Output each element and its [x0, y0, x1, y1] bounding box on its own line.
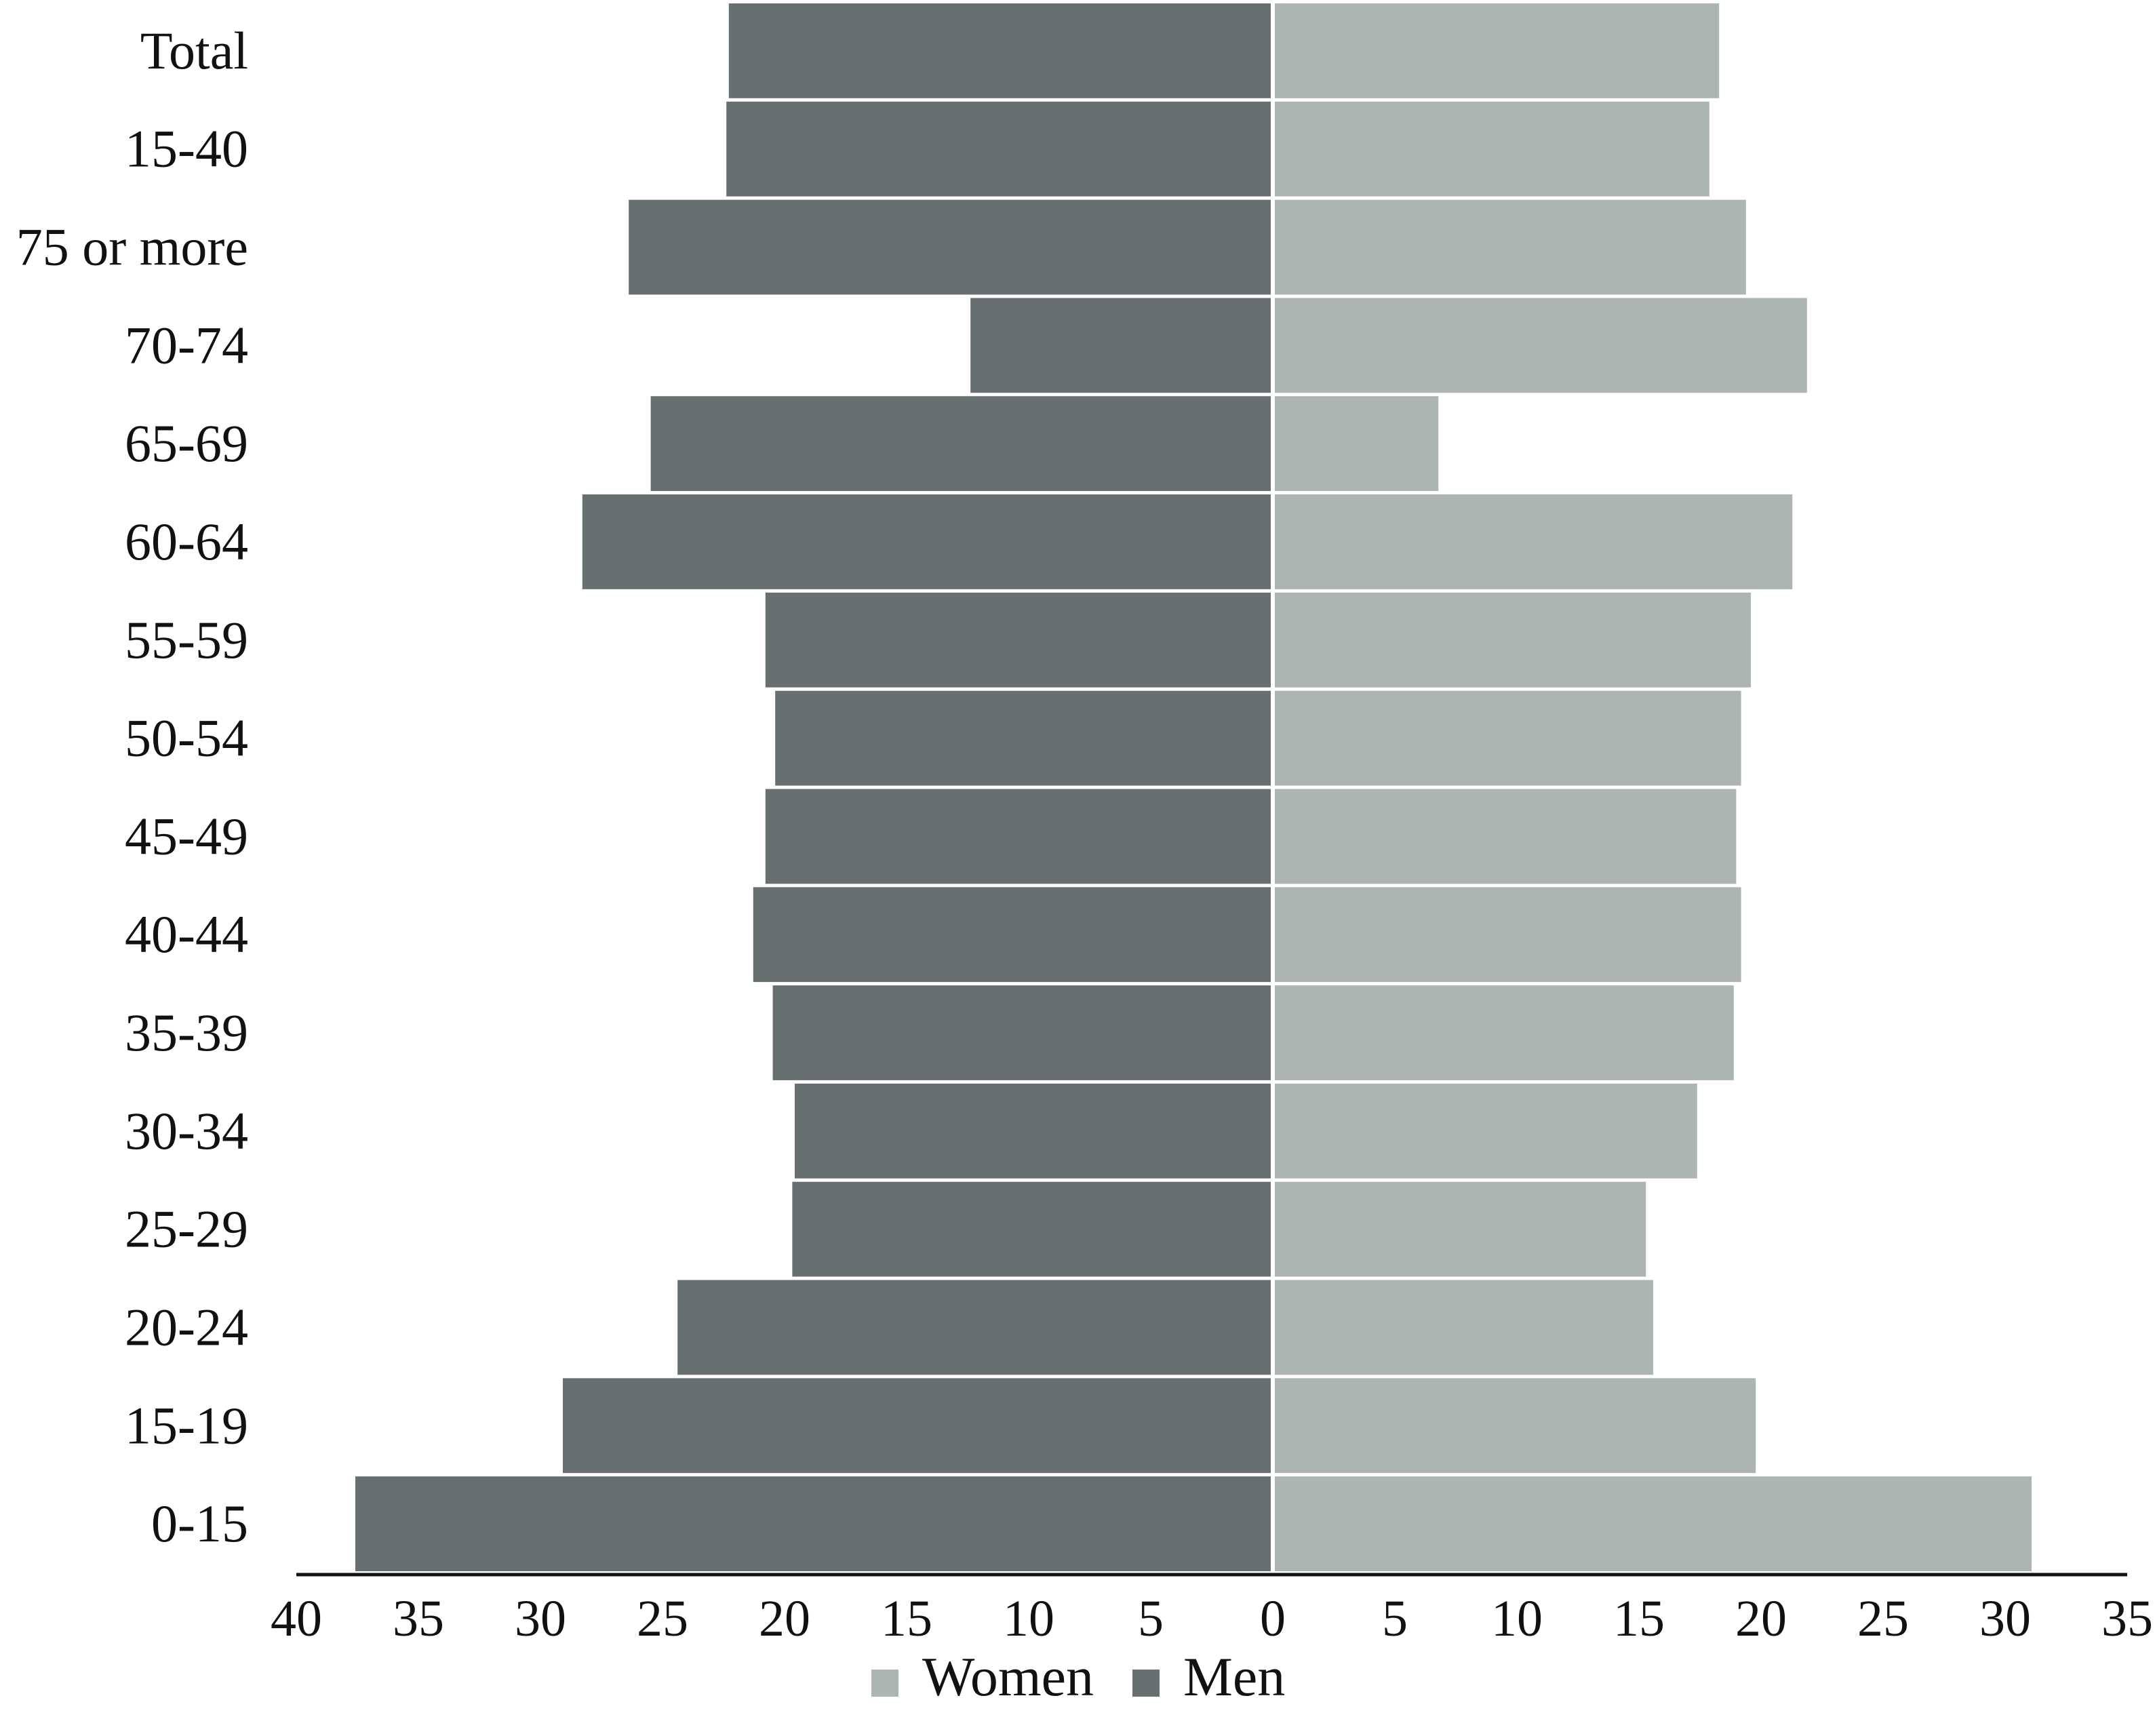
x-tick-label-right: 0 [1260, 1590, 1286, 1647]
category-label: 15-19 [125, 1396, 248, 1455]
x-axis: 40 35 30 25 20 15 10 5 0 5 10 15 20 25 30 35 [271, 1573, 2153, 1647]
x-tick-label-left: 30 [515, 1590, 566, 1647]
bar-women-40-44 [1275, 887, 1741, 983]
category-label: 55-59 [125, 610, 248, 669]
bar-men-Total [728, 3, 1271, 98]
category-label: 25-29 [125, 1200, 248, 1259]
x-tick-label-right: 20 [1735, 1590, 1787, 1647]
bar-women-15-19 [1275, 1378, 1756, 1474]
bar-men-75-or-more [629, 199, 1271, 295]
x-tick-label-left: 10 [1003, 1590, 1054, 1647]
bar-women-15-40 [1275, 101, 1709, 197]
bar-men-55-59 [765, 592, 1271, 688]
bar-men-25-29 [792, 1181, 1271, 1277]
x-tick-label-right: 35 [2101, 1590, 2153, 1647]
category-label: 30-34 [125, 1101, 248, 1160]
bar-women-35-39 [1275, 985, 1734, 1080]
bar-women-25-29 [1275, 1181, 1646, 1277]
category-label: 45-49 [125, 806, 248, 865]
category-label: 40-44 [125, 905, 248, 964]
legend-label-women: Women [922, 1646, 1094, 1708]
category-label: Total [140, 21, 248, 80]
bar-men-15-19 [563, 1378, 1271, 1474]
legend-swatch-women [871, 1670, 898, 1697]
x-tick-label-right: 30 [1979, 1590, 2031, 1647]
bar-women-30-34 [1275, 1083, 1697, 1179]
bars-layer [355, 3, 2032, 1571]
category-label: 60-64 [125, 512, 248, 571]
category-labels: Total 15-40 75 or more 70-74 65-69 60-64 55-59… [16, 21, 248, 1553]
x-tick-label-left: 5 [1138, 1590, 1164, 1647]
bar-women-60-64 [1275, 494, 1793, 589]
legend-swatch-men [1132, 1670, 1160, 1697]
x-tick-label-right: 10 [1491, 1590, 1543, 1647]
bar-women-Total [1275, 3, 1720, 98]
category-label: 50-54 [125, 709, 248, 768]
bar-men-40-44 [753, 887, 1271, 983]
bar-women-0-15 [1275, 1476, 2032, 1571]
bar-men-45-49 [765, 789, 1271, 884]
x-tick-label-left: 35 [393, 1590, 444, 1647]
bar-men-0-15 [355, 1476, 1271, 1571]
x-tick-label-right: 5 [1382, 1590, 1408, 1647]
category-label: 70-74 [125, 315, 248, 374]
category-label: 65-69 [125, 414, 248, 473]
bar-men-30-34 [795, 1083, 1271, 1179]
bar-women-20-24 [1275, 1280, 1653, 1375]
category-label: 15-40 [125, 119, 248, 178]
bar-men-15-40 [726, 101, 1271, 197]
category-label: 20-24 [125, 1297, 248, 1356]
bar-women-65-69 [1275, 396, 1439, 492]
x-tick-label-left: 15 [881, 1590, 932, 1647]
bar-women-50-54 [1275, 690, 1741, 786]
category-label: 75 or more [16, 218, 248, 277]
bar-men-20-24 [677, 1280, 1271, 1375]
legend: Women Men [871, 1646, 1285, 1708]
category-label: 0-15 [151, 1494, 248, 1553]
bar-women-70-74 [1275, 298, 1807, 393]
bar-men-35-39 [772, 985, 1271, 1080]
bar-women-55-59 [1275, 592, 1751, 688]
bar-women-75-or-more [1275, 199, 1746, 295]
x-tick-label-left: 20 [759, 1590, 810, 1647]
bar-men-50-54 [775, 690, 1271, 786]
bar-men-70-74 [970, 298, 1271, 393]
x-tick-label-left: 25 [637, 1590, 688, 1647]
category-label: 35-39 [125, 1003, 248, 1062]
legend-label-men: Men [1183, 1646, 1285, 1708]
x-tick-label-right: 15 [1613, 1590, 1665, 1647]
bar-men-65-69 [650, 396, 1271, 492]
bar-men-60-64 [582, 494, 1271, 589]
x-tick-label-right: 25 [1857, 1590, 1909, 1647]
bar-women-45-49 [1275, 789, 1737, 884]
x-tick-label-left: 40 [271, 1590, 322, 1647]
